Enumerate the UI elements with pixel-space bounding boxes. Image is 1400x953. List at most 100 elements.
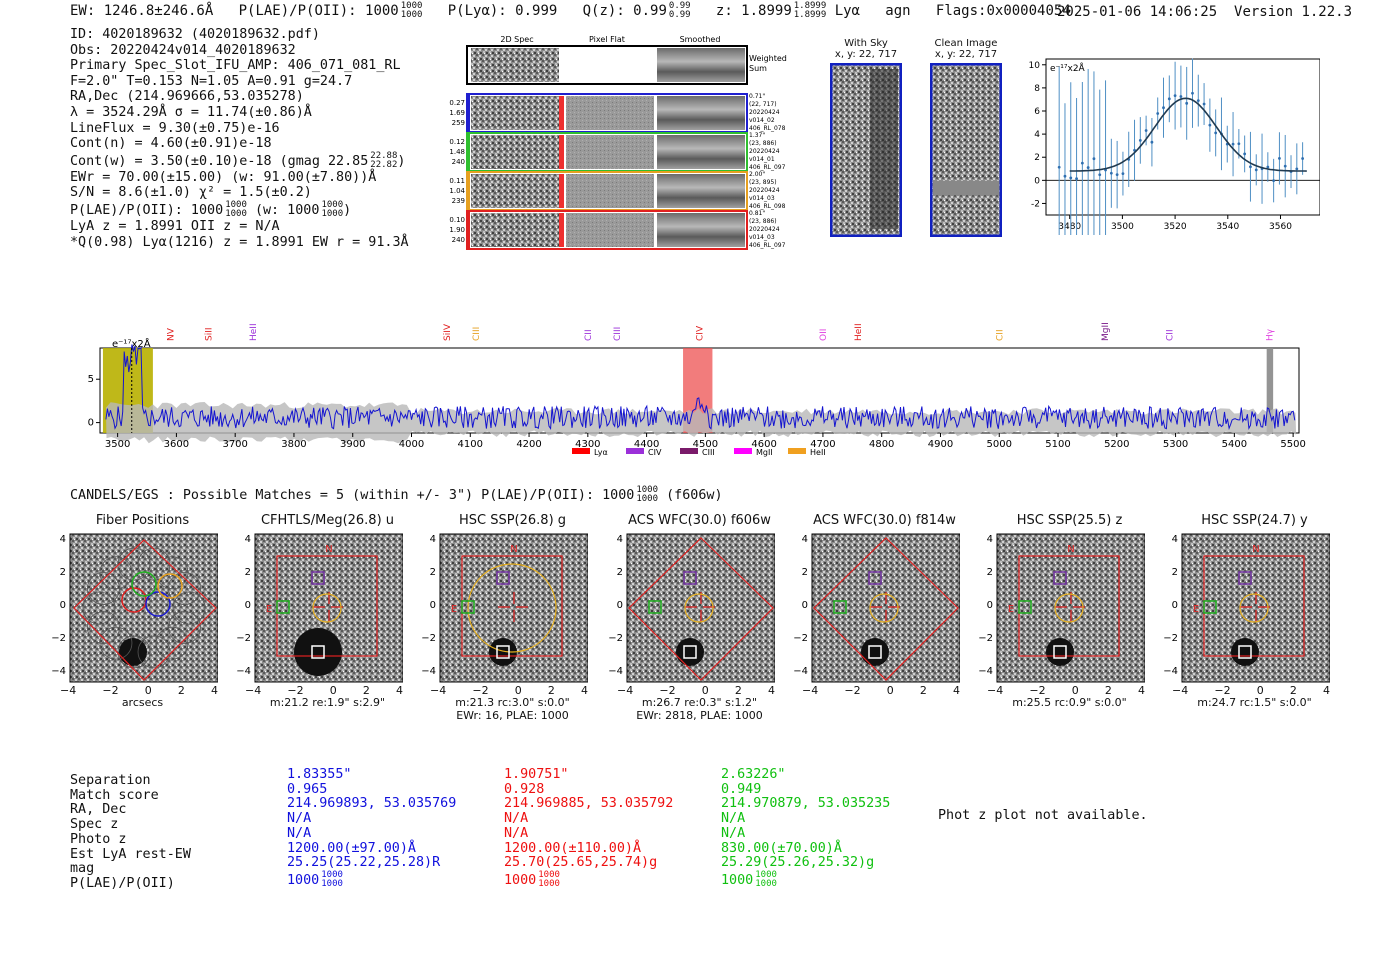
data-point	[1249, 165, 1252, 169]
match-column: 1.90751" 0.928 214.969885, 53.035792 N/A N/A…	[504, 767, 673, 889]
y-tick-label: 0	[88, 418, 94, 429]
cutout-2d	[471, 174, 559, 208]
thumb-caption: EWr: 2818, PLAE: 1000	[636, 709, 763, 722]
thumb-x-label: −2	[844, 684, 861, 697]
weighted-smooth	[657, 48, 745, 82]
match-value: 0.949	[721, 782, 890, 798]
data-point	[1109, 171, 1113, 175]
thumb-x-label: −2	[1214, 684, 1231, 697]
cutout-left-value: 1.04	[449, 187, 465, 195]
x-tick-label: 4900	[928, 439, 953, 450]
cutout-flat	[566, 135, 654, 169]
legend-label: CIII	[702, 448, 715, 457]
cutout-right-value: 2.00"	[749, 171, 765, 178]
legend-label: HeII	[810, 448, 826, 457]
legend-label: Lyα	[594, 448, 608, 457]
match-plae-sup: 1000	[321, 869, 343, 880]
fiber-circle	[82, 591, 116, 625]
thumb-x-label: −2	[472, 684, 489, 697]
cutout-right-value: 20220424	[749, 148, 780, 155]
x-tick-label: 3500	[1111, 222, 1134, 232]
info-radec: RA,Dec (214.969666,53.035278)	[70, 89, 304, 105]
detection-info: ID: 4020189632 (4020189632.pdf) Obs: 202…	[70, 27, 409, 250]
cutout-dead-column	[559, 135, 564, 169]
x-tick-label: 5500	[1280, 439, 1305, 450]
y-tick-label: 2	[1034, 153, 1040, 163]
cutout-smooth	[657, 213, 745, 247]
fiber-blue	[145, 591, 171, 617]
thumb-caption: EWr: 16, PLAE: 1000	[456, 709, 569, 722]
data-point	[1167, 97, 1171, 101]
match-column: 2.63226" 0.949 214.970879, 53.035235 N/A N/A…	[721, 767, 890, 889]
legend-swatch	[680, 448, 698, 454]
thumb-x-label: 2	[177, 684, 185, 697]
cutout-color-tag	[467, 172, 470, 210]
candels-end: (f606w)	[666, 488, 723, 503]
match-value-text: 25.25(25.22,25.28)R	[287, 855, 441, 871]
cutout-dead-column	[559, 96, 564, 130]
cutout-right-value: 20220424	[749, 226, 780, 233]
match-box-white	[1053, 645, 1067, 659]
cutout-left-value: 1.69	[449, 109, 465, 117]
cutout-flat	[566, 96, 654, 130]
cutout-flat	[566, 174, 654, 208]
x-tick-label: 5200	[1104, 439, 1129, 450]
cutout-right-value: 20220424	[749, 187, 780, 194]
match-value: N/A	[721, 826, 890, 842]
datetime: 2025-01-06 14:06:25	[1057, 4, 1218, 20]
cutout-flat	[566, 213, 654, 247]
fiber-circle	[137, 635, 171, 669]
y-tick-label: 0	[1034, 176, 1040, 186]
match-row-label: Est LyA rest-EW	[70, 846, 191, 862]
match-row-label: Spec z	[70, 817, 119, 833]
data-point	[1063, 174, 1067, 178]
cutout-right-value: 1.37"	[749, 132, 765, 139]
x-tick-label: 5100	[1045, 439, 1070, 450]
flags-value: Flags:0x00004054	[935, 3, 1071, 19]
cutout-right-value: (22, 717)	[749, 101, 777, 108]
cutout-left-value: 1.48	[449, 148, 465, 156]
match-value: 1.83355"	[287, 767, 456, 783]
contw-text: Cont(w) = 3.50(±0.10)e-18 (gmag 22.85	[70, 153, 369, 169]
thumb-y-label: 2	[430, 567, 436, 578]
data-point	[1156, 112, 1160, 115]
thumb-y-label: −2	[1163, 633, 1178, 644]
line-label-civ: CIV	[696, 325, 706, 341]
match-value-text: 1000	[721, 872, 754, 888]
match-box-purple	[1053, 571, 1067, 585]
bright-source	[1231, 638, 1259, 666]
x-tick-label: 3800	[281, 439, 306, 450]
with-sky-header: With Sky x, y: 22, 717	[832, 38, 900, 60]
clean-image-title: Clean Image	[934, 38, 998, 49]
x-tick-label: 3700	[222, 439, 247, 450]
with-sky-title: With Sky	[844, 38, 888, 49]
match-value: N/A	[287, 826, 456, 842]
aperture-circle	[869, 593, 899, 623]
x-tick-label: 4800	[869, 439, 894, 450]
match-box-green	[461, 600, 475, 614]
match-box-purple	[868, 571, 882, 585]
cutout-left-value: 0.27	[449, 99, 465, 107]
east-label: E	[1008, 604, 1014, 615]
thumb-x-label: 0	[514, 684, 522, 697]
match-plae-frac: 1000 1000	[321, 869, 343, 889]
spectrum-line	[105, 344, 1296, 431]
spectrum-legend: Lyα CIV CIII MgII HeII	[572, 448, 826, 457]
cutout-right-value: 406_RL_078	[749, 125, 786, 132]
match-value: N/A	[504, 811, 673, 827]
thumb-x-label: 4	[211, 684, 218, 697]
thumb-frame	[1181, 533, 1330, 683]
x-tick-label: 4000	[399, 439, 424, 450]
x-tick-label: 3500	[105, 439, 130, 450]
thumb-y-label: 2	[987, 567, 993, 578]
cutout-2d	[471, 135, 559, 169]
fiber-circle	[99, 556, 133, 590]
data-point	[1098, 173, 1102, 177]
thumb-y-label: −2	[236, 633, 251, 644]
thumb-x-label: 4	[1138, 684, 1145, 697]
thumb-y-label: −4	[1163, 666, 1178, 677]
error-envelope	[105, 402, 1297, 444]
match-value-text: 1200.00(±97.00)Å	[287, 840, 416, 856]
line-label-cii: CII	[995, 329, 1005, 341]
thumb-y-label: −4	[421, 666, 436, 677]
